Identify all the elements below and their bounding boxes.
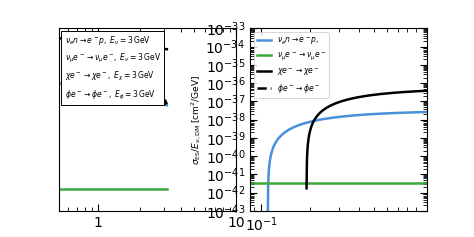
- Y-axis label: $\sigma_{\mathrm{ES}}/E_{\nu,\mathrm{DM}}\;[\mathrm{cm}^2/\mathrm{GeV}]$: $\sigma_{\mathrm{ES}}/E_{\nu,\mathrm{DM}…: [189, 74, 203, 165]
- Legend: $\nu_e n \rightarrow e^-p,$, $\nu_\mu e^- \rightarrow \nu_\mu e^-$, $\chi e^- \r: $\nu_e n \rightarrow e^-p,$, $\nu_\mu e^…: [254, 32, 329, 98]
- Text: $\nu_e n \rightarrow e^-p,\; E_\nu = 3\,\mathrm{GeV}$
$\nu_\mu e^- \rightarrow \: $\nu_e n \rightarrow e^-p,\; E_\nu = 3\,…: [64, 34, 161, 102]
